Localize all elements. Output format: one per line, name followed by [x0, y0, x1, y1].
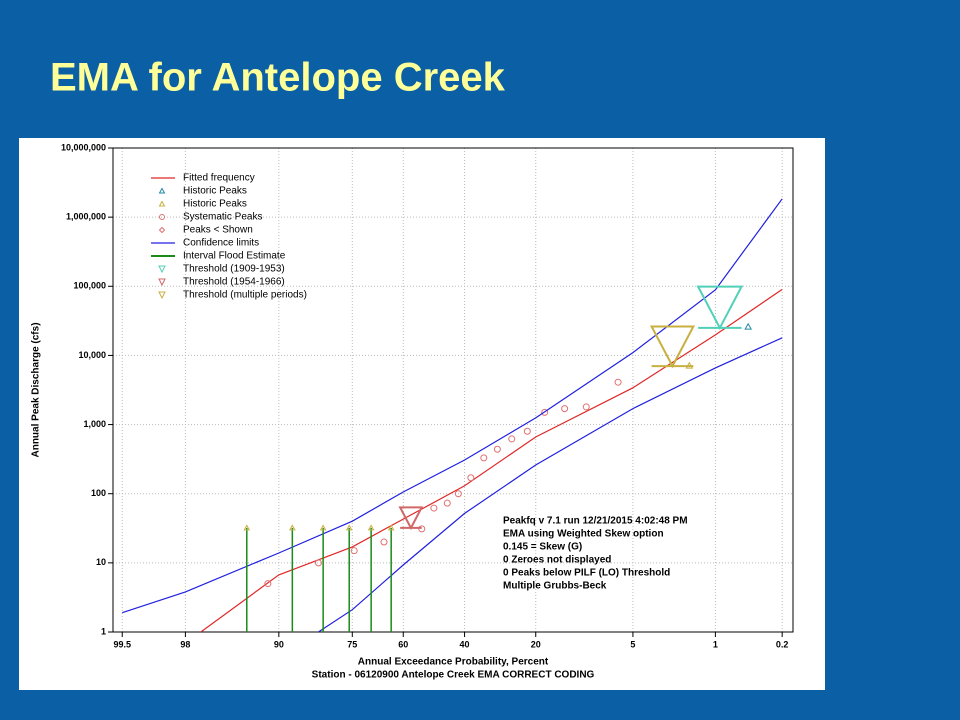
- legend-swatch: [158, 278, 166, 287]
- point-marker: [744, 322, 753, 330]
- y-tick-label: 1: [101, 626, 106, 636]
- x-tick-label: 90: [274, 639, 284, 649]
- point-marker: [467, 474, 475, 482]
- point-marker: [523, 427, 531, 435]
- point-marker: [350, 547, 358, 555]
- point-marker: [243, 524, 251, 531]
- point-marker: [454, 490, 462, 498]
- point-marker: [264, 580, 272, 588]
- annotation-line: Multiple Grubbs-Beck: [503, 581, 607, 592]
- point-marker: [288, 524, 296, 531]
- threshold-marker: [398, 506, 424, 531]
- legend-swatch: [158, 226, 166, 234]
- legend-label: Confidence limits: [183, 238, 259, 249]
- y-tick-label: 100,000: [73, 281, 106, 291]
- point-marker: [480, 454, 488, 462]
- x-tick-label: 60: [398, 639, 408, 649]
- legend-label: Threshold (multiple periods): [183, 290, 307, 301]
- x-tick-label: 75: [347, 639, 357, 649]
- confidence-lower: [318, 337, 783, 632]
- legend-label: Threshold (1954-1966): [183, 277, 285, 288]
- x-tick-label: 5: [630, 639, 635, 649]
- fitted-line: [200, 288, 783, 632]
- y-tick-label: 10: [96, 557, 106, 567]
- chart-subtitle: Station - 06120900 Antelope Creek EMA CO…: [312, 670, 595, 681]
- y-tick-label: 10,000,000: [61, 142, 106, 152]
- point-marker: [430, 504, 438, 512]
- legend-swatch: [158, 187, 166, 194]
- y-tick-label: 1,000,000: [66, 212, 106, 222]
- plot-frame: [112, 147, 794, 633]
- x-tick-label: 98: [180, 639, 190, 649]
- legend-label: Fitted frequency: [183, 173, 255, 184]
- threshold-marker: [649, 325, 696, 369]
- x-axis-label: Annual Exceedance Probability, Percent: [358, 657, 549, 668]
- x-tick-label: 0.2: [776, 639, 789, 649]
- confidence-upper: [122, 198, 783, 614]
- annotation-line: Peakfq v 7.1 run 12/21/2015 4:02:48 PM: [503, 516, 688, 527]
- point-marker: [443, 499, 451, 507]
- legend-swatch: [158, 291, 166, 300]
- x-tick-label: 20: [531, 639, 541, 649]
- legend-label: Systematic Peaks: [183, 212, 262, 223]
- y-tick-label: 1,000: [83, 419, 106, 429]
- legend-label: Historic Peaks: [183, 199, 247, 210]
- x-tick-label: 40: [460, 639, 470, 649]
- point-marker: [614, 378, 622, 386]
- y-tick-label: 10,000: [78, 350, 106, 360]
- legend-swatch: [158, 200, 166, 207]
- x-tick-label: 1: [713, 639, 718, 649]
- point-marker: [541, 408, 549, 416]
- legend-label: Peaks < Shown: [183, 225, 253, 236]
- slide-title: EMA for Antelope Creek: [50, 56, 506, 100]
- point-marker: [493, 445, 501, 453]
- legend-label: Historic Peaks: [183, 186, 247, 197]
- point-marker: [561, 405, 569, 413]
- legend-swatch: [158, 265, 166, 274]
- point-marker: [508, 435, 516, 443]
- threshold-marker: [696, 285, 744, 331]
- point-marker: [319, 524, 327, 531]
- point-marker: [345, 524, 353, 531]
- point-marker: [387, 524, 395, 531]
- point-marker: [380, 538, 388, 546]
- point-marker: [582, 403, 590, 411]
- annotation-line: 0 Peaks below PILF (LO) Threshold: [503, 568, 670, 579]
- annotation-line: 0 Zeroes not displayed: [503, 555, 611, 566]
- legend-label: Threshold (1909-1953): [183, 264, 285, 275]
- legend-swatch: [159, 214, 165, 220]
- y-tick-label: 100: [91, 488, 106, 498]
- annotation-line: EMA using Weighted Skew option: [503, 529, 664, 540]
- y-axis-label: Annual Peak Discharge (cfs): [31, 322, 42, 457]
- point-marker: [314, 559, 322, 567]
- legend-label: Interval Flood Estimate: [183, 251, 286, 262]
- chart-panel: [19, 138, 825, 690]
- x-tick-label: 99.5: [113, 639, 131, 649]
- point-marker: [367, 524, 375, 531]
- annotation-line: 0.145 = Skew (G): [503, 542, 582, 553]
